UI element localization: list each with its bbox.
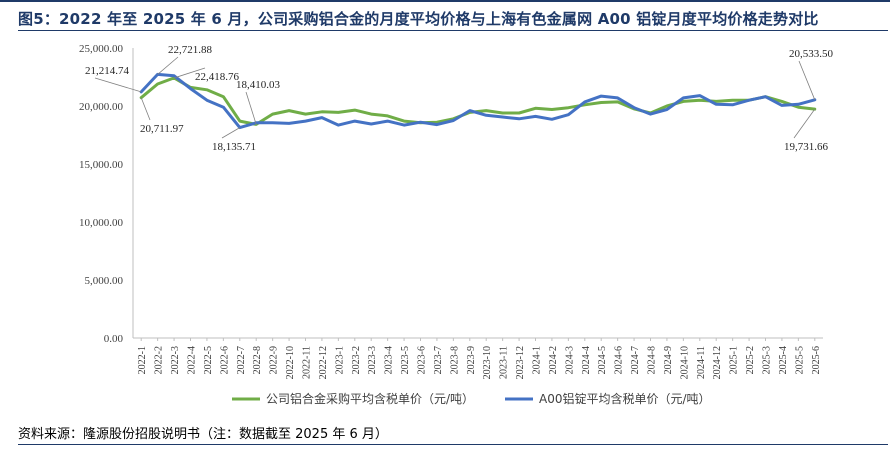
x-tick-label: 2023-3 bbox=[367, 346, 378, 374]
x-tick-label: 2022-10 bbox=[285, 346, 296, 379]
bottom-rule bbox=[18, 444, 888, 445]
figure-title: 图5：2022 年至 2025 年 6 月，公司采购铝合金的月度平均价格与上海有… bbox=[18, 10, 819, 28]
x-tick-label: 2023-9 bbox=[466, 346, 477, 374]
y-tick-label: 20,000.00 bbox=[79, 101, 124, 113]
annotation-leader bbox=[798, 60, 816, 100]
annotation-leader bbox=[245, 91, 257, 125]
x-tick-label: 2024-11 bbox=[696, 346, 707, 379]
x-tick-label: 2023-1 bbox=[334, 346, 345, 374]
annotation-label: 22,721.88 bbox=[168, 44, 213, 56]
annotation-label: 21,214.74 bbox=[85, 65, 130, 77]
x-tick-label: 2022-12 bbox=[318, 346, 329, 379]
x-tick-label: 2024-12 bbox=[712, 346, 723, 379]
y-tick-label: 5,000.00 bbox=[85, 275, 124, 287]
line-chart: 0.005,000.0010,000.0015,000.0020,000.002… bbox=[79, 43, 834, 406]
legend-label-alloy: 公司铝合金采购平均含税单价（元/吨） bbox=[266, 391, 474, 406]
x-tick-label: 2024-1 bbox=[532, 346, 543, 374]
series-line-a00-ingot bbox=[139, 72, 817, 130]
chart-axes: 0.00 5,000.00 10,000.00 15,000.00 20,000.00 2… bbox=[79, 43, 823, 379]
y-tick-label: 25,000.00 bbox=[79, 43, 124, 55]
annotation-label: 20,711.97 bbox=[140, 123, 184, 135]
x-tick-label: 2023-7 bbox=[433, 346, 444, 374]
x-tick-label: 2022-11 bbox=[302, 346, 313, 379]
annotation-leader bbox=[221, 127, 240, 139]
x-tick-label: 2024-6 bbox=[614, 346, 625, 374]
x-tick-label: 2024-2 bbox=[548, 346, 559, 374]
x-tick-label: 2025-5 bbox=[794, 346, 805, 374]
x-tick-label: 2025-4 bbox=[778, 346, 789, 374]
top-rule bbox=[0, 0, 890, 2]
chart-series bbox=[139, 72, 817, 130]
x-tick-label: 2022-6 bbox=[219, 346, 230, 374]
annotation-leader bbox=[94, 77, 142, 93]
source-note: 资料来源：隆源股份招股说明书（注：数据截至 2025 年 6 月） bbox=[18, 427, 388, 442]
annotation-label: 18,410.03 bbox=[236, 79, 281, 91]
chart-legend: 公司铝合金采购平均含税单价（元/吨） A00铝锭平均含税单价（元/吨） bbox=[232, 391, 711, 406]
x-tick-label: 2025-1 bbox=[729, 346, 740, 374]
x-tick-label: 2023-8 bbox=[449, 346, 460, 374]
x-tick-label: 2022-9 bbox=[269, 346, 280, 374]
x-tick-label: 2024-8 bbox=[647, 346, 658, 374]
legend-label-a00: A00铝锭平均含税单价（元/吨） bbox=[539, 391, 711, 406]
x-tick-label: 2023-12 bbox=[515, 346, 526, 379]
x-tick-label: 2024-10 bbox=[679, 346, 690, 379]
x-tick-label: 2023-10 bbox=[482, 346, 493, 379]
x-tick-label: 2022-5 bbox=[203, 346, 214, 374]
x-tick-label: 2025-3 bbox=[762, 346, 773, 374]
x-tick-label: 2024-9 bbox=[663, 346, 674, 374]
x-tick-label: 2024-3 bbox=[564, 346, 575, 374]
annotation-label: 18,135.71 bbox=[212, 141, 256, 153]
annotation-label: 20,533.50 bbox=[789, 48, 834, 60]
x-tick-label: 2023-2 bbox=[351, 346, 362, 374]
annotation-label: 19,731.66 bbox=[784, 141, 829, 153]
x-tick-label: 2023-4 bbox=[384, 346, 395, 374]
x-tick-label: 2022-4 bbox=[187, 346, 198, 374]
x-tick-label: 2022-8 bbox=[252, 346, 263, 374]
annotation-leader bbox=[157, 56, 179, 75]
x-tick-label: 2024-7 bbox=[630, 346, 641, 374]
x-tick-label: 2025-2 bbox=[745, 346, 756, 374]
x-tick-label: 2022-3 bbox=[170, 346, 181, 374]
annotation-label: 22,418.76 bbox=[195, 71, 240, 83]
y-tick-label: 0.00 bbox=[104, 333, 124, 345]
annotation-leader bbox=[173, 67, 206, 79]
annotation-leader bbox=[140, 97, 151, 121]
x-tick-label: 2022-2 bbox=[154, 346, 165, 374]
x-tick-label: 2024-5 bbox=[597, 346, 608, 374]
x-tick-label: 2022-7 bbox=[236, 346, 247, 374]
annotation-leader bbox=[793, 108, 816, 139]
x-tick-label: 2024-4 bbox=[581, 346, 592, 374]
title-rule bbox=[18, 30, 888, 31]
x-tick-label: 2023-11 bbox=[499, 346, 510, 379]
y-tick-label: 10,000.00 bbox=[79, 217, 124, 229]
x-tick-label: 2023-5 bbox=[400, 346, 411, 374]
x-tick-label: 2022-1 bbox=[137, 346, 148, 374]
x-tick-label: 2025-6 bbox=[811, 346, 822, 374]
y-tick-label: 15,000.00 bbox=[79, 159, 124, 171]
x-tick-label: 2023-6 bbox=[417, 346, 428, 374]
